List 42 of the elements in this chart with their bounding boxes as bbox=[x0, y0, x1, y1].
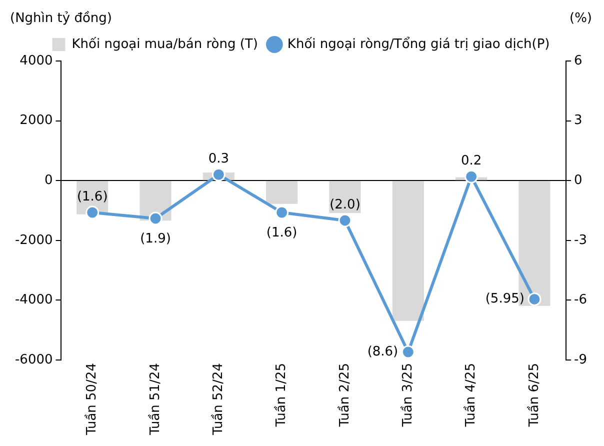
y2-tick-label: 6 bbox=[574, 53, 582, 68]
x-tick-label: Tuần 50/24 bbox=[84, 362, 100, 436]
legend-label: Khối ngoại ròng/Tổng giá trị giao dịch(P) bbox=[287, 36, 550, 52]
data-label: 0.3 bbox=[208, 151, 230, 166]
data-label: (1.6) bbox=[76, 189, 108, 204]
point bbox=[148, 212, 162, 226]
x-tick-label: Tuần 2/25 bbox=[336, 362, 352, 428]
x-tick-label: Tuần 1/25 bbox=[273, 362, 290, 428]
y2-tick-label: 0 bbox=[574, 172, 582, 188]
y2-tick-label: 3 bbox=[574, 113, 582, 128]
data-label: (1.6) bbox=[266, 225, 298, 240]
point bbox=[86, 206, 100, 220]
x-tick-label: Tuần 6/25 bbox=[526, 362, 542, 428]
x-tick-label: Tuần 4/25 bbox=[462, 362, 479, 428]
point bbox=[275, 206, 289, 220]
data-label: (1.9) bbox=[140, 231, 171, 246]
point bbox=[464, 170, 478, 184]
bar bbox=[266, 181, 298, 204]
x-tick-label: Tuần 52/24 bbox=[210, 362, 226, 436]
y2-tick-label: -6 bbox=[574, 292, 588, 308]
y2-axis-title: (%) bbox=[570, 10, 592, 26]
y-tick-label: 2000 bbox=[20, 113, 53, 128]
y-tick-label: -6000 bbox=[14, 352, 53, 368]
point bbox=[528, 292, 542, 306]
data-label: (8.6) bbox=[367, 344, 398, 360]
y2-tick-label: -3 bbox=[574, 232, 588, 248]
y-tick-label: -4000 bbox=[14, 292, 53, 308]
y-tick-label: 0 bbox=[44, 172, 53, 188]
x-tick-label: Tuần 51/24 bbox=[146, 362, 163, 436]
y-axis-title: (Nghìn tỷ đồng) bbox=[10, 10, 112, 26]
data-label: (2.0) bbox=[330, 197, 360, 212]
y-tick-label: 4000 bbox=[20, 53, 53, 68]
data-label: (5.95) bbox=[485, 292, 524, 307]
y2-tick-label: -9 bbox=[574, 352, 588, 368]
x-tick-label: Tuần 3/25 bbox=[400, 362, 416, 428]
point bbox=[338, 214, 352, 228]
legend-label: Khối ngoại mua/bán ròng (T) bbox=[72, 36, 258, 52]
point bbox=[212, 168, 226, 182]
point bbox=[401, 345, 415, 359]
bar bbox=[392, 181, 424, 321]
data-label: 0.2 bbox=[460, 153, 482, 168]
y-tick-label: -2000 bbox=[14, 232, 53, 248]
